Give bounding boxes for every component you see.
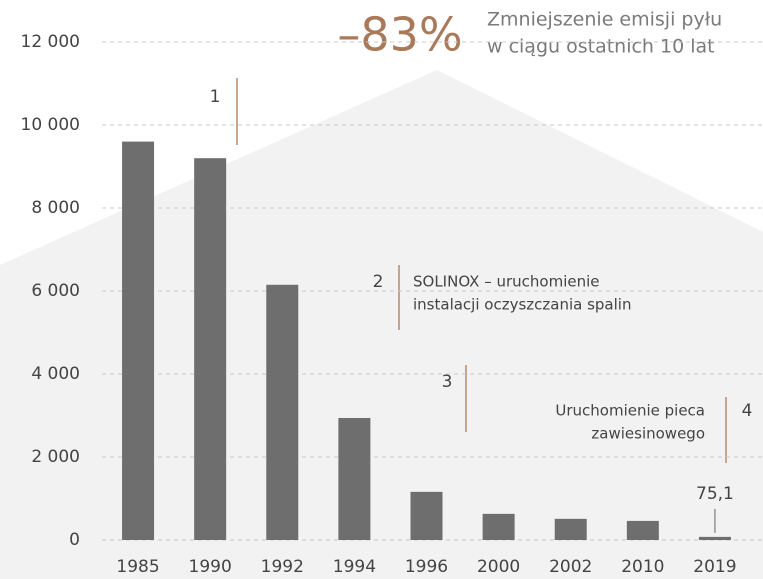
annotation-number: 3 bbox=[442, 372, 453, 392]
annotation-text: instalacji oczyszczania spalin bbox=[413, 296, 631, 314]
bar bbox=[482, 513, 515, 540]
x-tick-label: 2010 bbox=[621, 557, 664, 577]
annotation-number: 2 bbox=[373, 272, 384, 292]
chart-title: –83% bbox=[337, 8, 462, 62]
x-tick-label: 1985 bbox=[116, 557, 159, 577]
bar bbox=[122, 141, 155, 540]
x-tick-label: 2019 bbox=[693, 557, 736, 577]
x-tick-label: 2000 bbox=[477, 557, 520, 577]
y-tick-label: 0 bbox=[69, 530, 80, 550]
y-tick-label: 6 000 bbox=[31, 281, 80, 301]
bar bbox=[626, 520, 659, 540]
x-tick-label: 2002 bbox=[549, 557, 592, 577]
x-tick-label: 1994 bbox=[333, 557, 376, 577]
bar bbox=[698, 536, 731, 540]
annotation-text: SOLINOX – uruchomienie bbox=[413, 273, 600, 291]
x-tick-label: 1990 bbox=[189, 557, 232, 577]
annotation-text: Uruchomienie pieca bbox=[555, 402, 705, 420]
value-label: 75,1 bbox=[696, 484, 734, 504]
y-tick-label: 4 000 bbox=[31, 364, 80, 384]
y-tick-label: 10 000 bbox=[21, 115, 80, 135]
y-tick-label: 8 000 bbox=[31, 198, 80, 218]
y-tick-label: 12 000 bbox=[21, 32, 80, 52]
bar bbox=[338, 417, 371, 540]
x-tick-label: 1992 bbox=[261, 557, 304, 577]
bar bbox=[194, 158, 227, 540]
annotation-text: zawiesinowego bbox=[591, 425, 705, 443]
x-tick-label: 1996 bbox=[405, 557, 448, 577]
subtitle: Zmniejszenie emisji pyłu bbox=[487, 9, 722, 31]
subtitle: w ciągu ostatnich 10 lat bbox=[487, 36, 715, 58]
bar bbox=[554, 518, 587, 540]
bar bbox=[410, 491, 443, 540]
annotation-number: 4 bbox=[742, 401, 753, 421]
bar bbox=[266, 284, 299, 540]
annotation-number: 1 bbox=[210, 87, 221, 107]
y-tick-label: 2 000 bbox=[31, 447, 80, 467]
background-shape bbox=[0, 70, 763, 579]
